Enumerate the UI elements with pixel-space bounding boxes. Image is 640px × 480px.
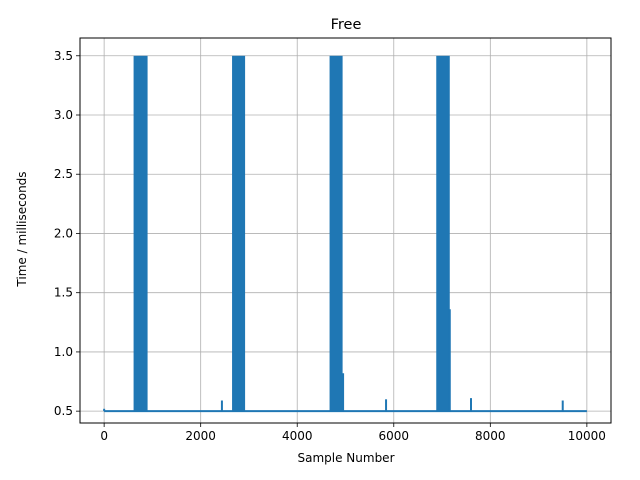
chart-title: Free	[331, 17, 362, 33]
burst-region	[232, 55, 246, 412]
y-tick-label: 1.5	[54, 286, 73, 300]
y-tick-label: 0.5	[54, 404, 73, 418]
burst-region	[133, 55, 148, 412]
x-tick-label: 4000	[282, 429, 313, 443]
burst-region	[329, 55, 343, 412]
burst-region	[436, 55, 450, 412]
y-tick-label: 1.0	[54, 345, 73, 359]
x-axis-label: Sample Number	[297, 451, 394, 465]
series-line	[103, 55, 587, 413]
y-tick-label: 3.0	[54, 108, 73, 122]
x-axis: 0 2000 4000 6000 8000 10000	[100, 423, 606, 443]
y-tick-label: 3.5	[54, 49, 73, 63]
y-axis: 0.5 1.0 1.5 2.0 2.5 3.0 3.5	[54, 49, 80, 418]
x-tick-label: 6000	[378, 429, 409, 443]
x-tick-label: 0	[100, 429, 108, 443]
x-tick-label: 8000	[475, 429, 506, 443]
x-tick-label: 10000	[568, 429, 606, 443]
y-tick-label: 2.0	[54, 226, 73, 240]
axes-frame	[79, 37, 612, 424]
x-tick-label: 2000	[185, 429, 216, 443]
y-tick-label: 2.5	[54, 167, 73, 181]
y-axis-label: Time / milliseconds	[15, 171, 29, 287]
grid	[80, 38, 611, 423]
